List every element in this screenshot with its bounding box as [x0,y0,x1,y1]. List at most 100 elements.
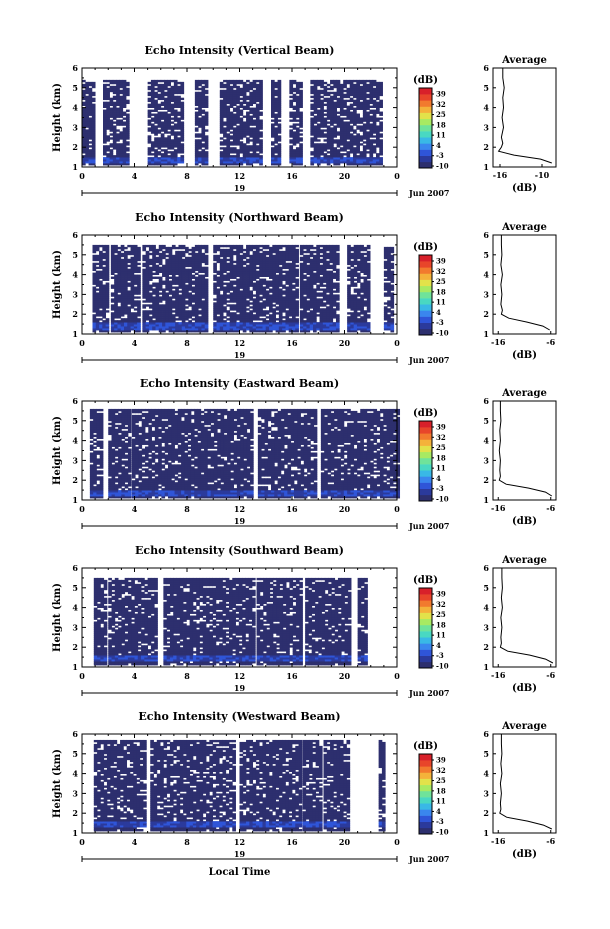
x-tick-label: 0 [79,171,85,181]
y-tick-label: 3 [72,455,78,465]
avg-y-tick-label: 4 [483,436,489,446]
colorbar-swatch [419,470,432,477]
colorbar-tick-label: -10 [436,162,449,171]
month-label: Jun 2007 [408,854,449,864]
colorbar-tick-label: -10 [436,828,449,837]
x-tick-label: 4 [132,837,138,847]
avg-x-tick-label: -6 [546,836,555,846]
x-tick-label: 16 [286,504,298,514]
average-panel: Average 1 2 3 4 5 6 -16 -6 (dB) [483,721,557,860]
y-tick-label: 2 [72,309,78,319]
avg-y-tick-label: 3 [483,622,489,632]
colorbar-swatch [419,304,432,311]
colorbar-tick-label: 11 [436,131,446,140]
colorbar-tick-label: -3 [436,484,444,493]
colorbar-swatch [419,279,432,287]
y-tick-label: 1 [72,828,78,838]
x-tick-label: 0 [394,837,400,847]
x-tick-label: 8 [184,504,190,514]
colorbar-swatch [419,594,432,601]
colorbar-frame [418,587,433,669]
colorbar-swatch [419,255,432,262]
colorbar-frame [418,420,433,502]
x-tick-label: 16 [286,837,298,847]
colorbar-swatch [419,285,432,293]
average-title: Average [501,55,547,66]
colorbar-swatch [419,649,432,656]
x-tick-label: 4 [132,504,138,514]
y-tick-label: 5 [72,416,78,426]
y-tick-label: 5 [72,250,78,260]
colorbar-swatch [419,643,432,650]
y-tick-label: 1 [72,329,78,339]
x-tick-label: 0 [394,171,400,181]
avg-y-tick-label: 3 [483,289,489,299]
avg-x-tick-label: -16 [493,170,508,180]
colorbar-swatch [419,298,432,305]
x-tick-label: 4 [132,338,138,348]
avg-x-tick-label: -16 [491,503,506,513]
x-tick-label: 20 [339,671,351,681]
average-xlabel: (dB) [512,683,537,694]
avg-y-tick-label: 2 [483,142,489,152]
y-tick-label: 6 [72,729,78,739]
y-tick-label: 2 [72,808,78,818]
colorbar-swatch [419,445,432,453]
colorbar-tick-label: 11 [436,298,446,307]
y-axis-label: Height (km) [52,416,63,485]
x-tick-label: 8 [184,671,190,681]
colorbar-tick-label: -10 [436,329,449,338]
avg-y-tick-label: 6 [483,563,489,573]
colorbar-tick-label: 32 [436,600,446,609]
average-panel: Average 1 2 3 4 5 6 -16 -10 (dB) [483,55,557,194]
x-tick-label: 8 [184,171,190,181]
avg-y-tick-label: 5 [483,250,489,260]
colorbar-swatch [419,143,432,150]
x-tick-label: 0 [79,671,85,681]
avg-y-tick-label: 2 [483,309,489,319]
colorbar-tick-label: 32 [436,766,446,775]
average-title: Average [501,555,547,566]
colorbar-tick-label: 25 [436,610,446,619]
colorbar-swatch [419,291,432,299]
colorbar-swatch [419,476,432,483]
colorbar-unit: (dB) [413,575,438,586]
y-tick-label: 2 [72,642,78,652]
colorbar-tick-label: 18 [436,120,446,129]
month-label: Jun 2007 [408,521,449,531]
x-tick-label: 20 [339,338,351,348]
average-xlabel: (dB) [512,350,537,361]
colorbar-unit: (dB) [413,741,438,752]
month-label: Jun 2007 [408,188,449,198]
x-tick-label: 16 [286,171,298,181]
colorbar-frame [418,87,433,169]
colorbar-swatch [419,624,432,632]
y-tick-label: 1 [72,162,78,172]
average-title: Average [501,388,547,399]
x-tick-label: 20 [339,171,351,181]
y-tick-label: 5 [72,749,78,759]
y-tick-label: 6 [72,396,78,406]
y-tick-label: 3 [72,122,78,132]
x-tick-label: 12 [234,671,245,681]
avg-x-tick-label: -6 [546,503,555,513]
avg-y-tick-label: 3 [483,788,489,798]
average-xlabel: (dB) [512,183,537,194]
average-panel: Average 1 2 3 4 5 6 -16 -6 (dB) [483,555,557,694]
heatmap-cells [92,244,395,333]
colorbar-swatch [419,797,432,804]
colorbar-swatch [419,137,432,144]
average-title: Average [501,222,547,233]
colorbar-swatch [419,754,432,761]
avg-y-tick-label: 3 [483,455,489,465]
y-tick-label: 4 [72,103,78,113]
colorbar-tick-label: 25 [436,110,446,119]
colorbar-swatch [419,310,432,317]
avg-y-tick-label: 4 [483,603,489,613]
x-tick-label: 16 [286,671,298,681]
colorbar-tick-label: 32 [436,100,446,109]
y-tick-label: 1 [72,662,78,672]
colorbar-unit: (dB) [413,242,438,253]
avg-x-tick-label: -6 [546,670,555,680]
